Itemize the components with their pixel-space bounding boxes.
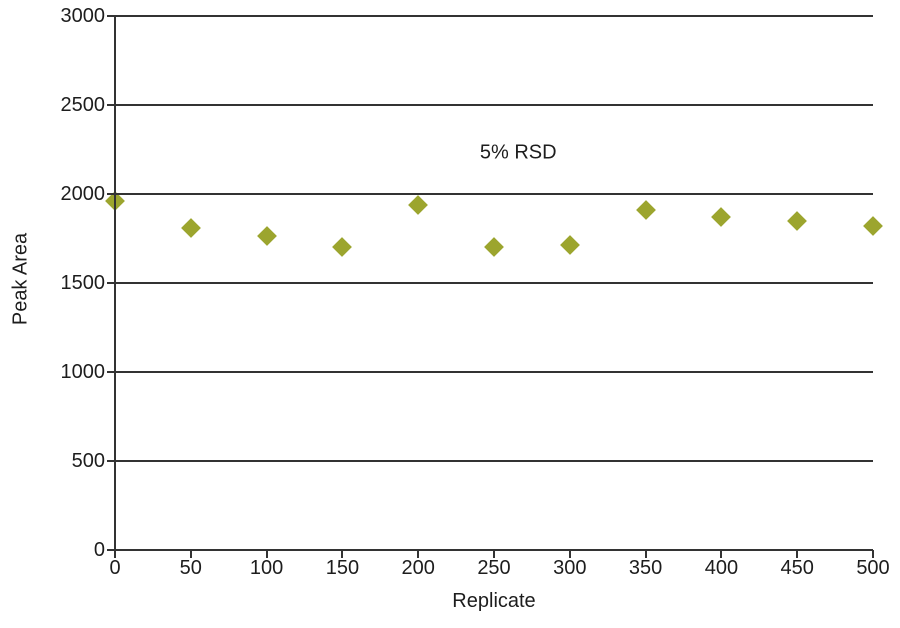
x-tick-label: 300 [553, 557, 587, 579]
y-tick-label: 2500 [60, 94, 106, 116]
y-tick-label: 3000 [60, 5, 106, 27]
y-axis-tick [107, 282, 115, 284]
data-point-marker [635, 200, 656, 220]
y-gridline [115, 104, 873, 106]
y-gridline [115, 15, 873, 17]
y-gridline [115, 193, 873, 195]
annotation-text: 5% RSD [479, 141, 557, 164]
x-axis-tick [568, 550, 571, 558]
y-gridline [115, 282, 873, 284]
x-tick-label: 0 [109, 557, 121, 579]
data-point-marker [484, 237, 504, 258]
x-axis-tick [265, 550, 268, 558]
x-axis-tick [644, 550, 647, 558]
y-tick-label: 2000 [60, 183, 106, 205]
y-axis-tick [107, 549, 115, 551]
data-point-marker [408, 194, 429, 215]
y-axis-title: Peak Area [9, 232, 32, 326]
data-point-marker [332, 236, 353, 257]
y-axis-tick [107, 460, 115, 462]
data-point-marker [863, 216, 883, 236]
x-axis-tick [417, 550, 420, 558]
y-tick-label: 1500 [60, 272, 106, 294]
y-axis-tick [107, 15, 115, 17]
data-point-marker [180, 217, 201, 238]
y-tick-label: 0 [93, 539, 105, 561]
y-tick-label: 1000 [60, 361, 106, 383]
x-tick-label: 200 [401, 557, 435, 579]
y-axis-tick [107, 104, 115, 106]
x-tick-label: 450 [780, 557, 814, 579]
x-tick-label: 50 [179, 557, 202, 579]
y-gridline [115, 460, 873, 462]
data-point-marker [711, 207, 732, 228]
x-axis-tick [114, 550, 116, 558]
x-axis-tick [720, 550, 723, 558]
x-tick-label: 150 [325, 557, 360, 579]
y-axis-tick [107, 193, 115, 195]
x-axis-tick [796, 550, 799, 558]
data-point-marker [256, 225, 277, 246]
y-gridline [115, 371, 873, 373]
x-axis-tick [189, 550, 192, 558]
data-point-marker [787, 210, 808, 231]
x-tick-label: 500 [856, 557, 890, 579]
x-axis-tick [493, 550, 495, 558]
x-axis-title: Replicate [452, 590, 536, 612]
x-tick-label: 100 [249, 557, 284, 579]
x-tick-label: 250 [477, 557, 511, 579]
x-axis-tick [341, 550, 344, 558]
x-tick-label: 350 [628, 557, 663, 579]
y-tick-label: 500 [71, 450, 105, 472]
x-axis-tick [872, 550, 874, 558]
y-axis-tick [107, 371, 115, 373]
data-point-marker [559, 234, 580, 255]
y-gridline [115, 549, 873, 551]
x-tick-label: 400 [704, 557, 739, 579]
